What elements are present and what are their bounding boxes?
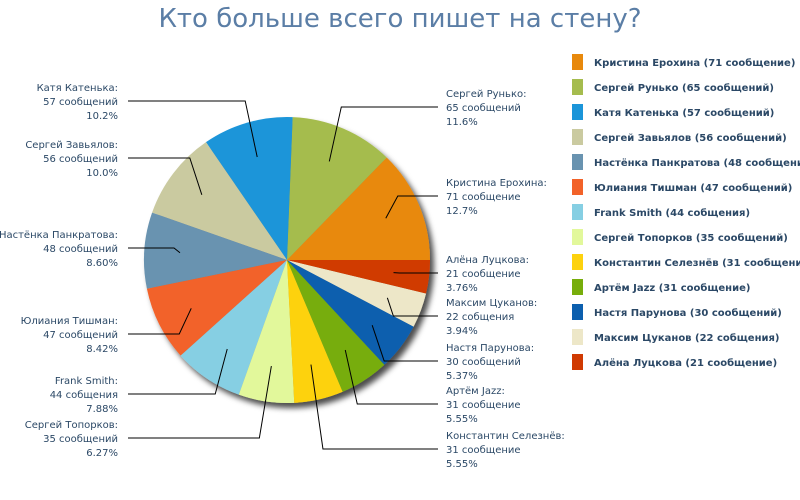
leader-line [128, 308, 192, 335]
leader-line [386, 297, 438, 317]
data-label: Константин Селезнёв: [446, 431, 565, 442]
data-label: Юлиания Тишман: [21, 316, 118, 327]
pie-slice[interactable] [287, 260, 343, 403]
legend-swatch [572, 229, 583, 245]
data-label: 44 собщения [50, 390, 118, 401]
data-label: 65 сообщений [446, 103, 521, 114]
leader-line [371, 325, 438, 362]
data-label: Алёна Луцкова: [446, 255, 529, 266]
leader-line [310, 364, 438, 450]
legend-swatch [572, 279, 583, 295]
legend-swatch [572, 179, 583, 195]
data-label: Сергей Топорков: [25, 420, 118, 431]
data-label: 5.55% [446, 414, 478, 425]
legend-swatch [572, 329, 583, 345]
data-label: Настя Парунова: [446, 343, 534, 354]
legend-entry[interactable]: Константин Селезнёв (31 сообщение) [594, 257, 800, 269]
data-label: 47 сообщений [43, 330, 118, 341]
data-label: 31 сообщение [446, 400, 521, 411]
pie-slice[interactable] [287, 117, 387, 260]
data-label: 22 собщения [446, 312, 514, 323]
leader-line [128, 247, 181, 254]
data-label: Максим Цуканов: [446, 298, 537, 309]
data-label: 3.94% [446, 326, 478, 337]
data-label: 56 сообщений [43, 154, 118, 165]
legend-entry[interactable]: Frank Smith (44 собщения) [594, 207, 750, 219]
data-label: 21 сообщение [446, 269, 521, 280]
data-label: Настёнка Панкратова: [0, 230, 118, 241]
data-label: Сергей Завьялов: [25, 140, 118, 151]
data-label: 8.60% [86, 258, 118, 269]
legend-entry[interactable]: Артём Jazz (31 сообщение) [594, 282, 750, 294]
data-label: 8.42% [86, 344, 118, 355]
data-label: 35 сообщений [43, 434, 118, 445]
legend-swatch [572, 154, 583, 170]
data-label: 48 сообщений [43, 244, 118, 255]
data-label: Сергей Рунько: [446, 89, 526, 100]
legend-swatch [572, 79, 583, 95]
leader-line [328, 106, 438, 162]
data-label: 31 сообщение [446, 445, 521, 456]
legend-entry[interactable]: Катя Катенька (57 сообщений) [594, 107, 774, 119]
legend-entry[interactable]: Юлиания Тишман (47 сообщений) [594, 182, 792, 194]
legend-swatch [572, 254, 583, 270]
data-label: 5.37% [446, 371, 478, 382]
data-label: 12.7% [446, 206, 478, 217]
legend-swatch [572, 54, 583, 70]
data-label: 6.27% [86, 448, 118, 459]
leader-line [128, 100, 258, 158]
pie-slice[interactable] [287, 260, 430, 294]
data-label: 11.6% [446, 117, 478, 128]
leader-line [128, 366, 272, 439]
leader-line [344, 349, 438, 405]
legend-entry[interactable]: Сергей Топорков (35 сообщений) [594, 232, 788, 244]
legend-swatch [572, 204, 583, 220]
data-label: 57 сообщений [43, 97, 118, 108]
pie-slice[interactable] [180, 260, 287, 395]
pie-slice[interactable] [144, 212, 287, 289]
pie-slice[interactable] [287, 260, 414, 365]
data-label: Артём Jazz: [446, 386, 505, 397]
legend-entry[interactable]: Настёнка Панкратова (48 сообщений) [594, 157, 800, 169]
legend-entry[interactable]: Алёна Луцкова (21 сообщение) [594, 357, 777, 369]
data-label: 10.2% [86, 111, 118, 122]
pie-slice[interactable] [287, 157, 430, 260]
data-label: 10.0% [86, 168, 118, 179]
chart-title: Кто больше всего пишет на стену? [158, 4, 642, 34]
legend-entry[interactable]: Максим Цуканов (22 собщения) [594, 332, 780, 344]
legend-swatch [572, 104, 583, 120]
legend-swatch [572, 354, 583, 370]
pie-slice[interactable] [152, 142, 287, 260]
legend-entry[interactable]: Кристина Ерохина (71 сообщение) [594, 57, 795, 69]
leader-line [385, 195, 438, 219]
legend-entry[interactable]: Настя Парунова (30 сообщений) [594, 307, 782, 319]
legend-swatch [572, 129, 583, 145]
leader-line [128, 348, 228, 395]
data-label: 30 сообщений [446, 357, 521, 368]
data-label: Катя Катенька: [37, 83, 118, 94]
legend-entry[interactable]: Сергей Рунько (65 сообщений) [594, 82, 774, 94]
legend-swatch [572, 304, 583, 320]
pie-slice[interactable] [146, 260, 287, 356]
data-label: 71 сообщение [446, 192, 521, 203]
data-label: 7.88% [86, 404, 118, 415]
data-label: 3.76% [446, 283, 478, 294]
legend-entry[interactable]: Сергей Завьялов (56 сообщений) [594, 132, 787, 144]
data-label: Кристина Ерохина: [446, 178, 547, 189]
data-label: Frank Smith: [55, 376, 118, 387]
pie-slice[interactable] [205, 116, 293, 260]
data-label: 5.55% [446, 459, 478, 470]
leader-line [128, 157, 203, 195]
pie-slice[interactable] [287, 260, 385, 392]
pie-slice[interactable] [238, 260, 295, 403]
